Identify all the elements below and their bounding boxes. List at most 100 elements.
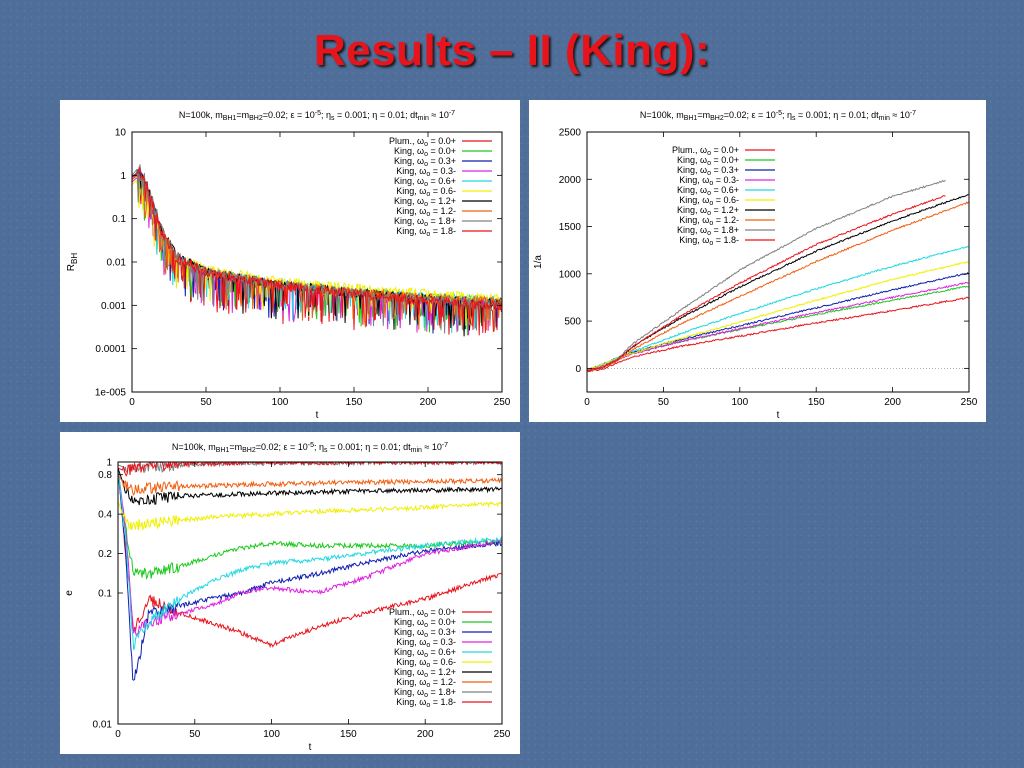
legend-label: King, ωo = 1.2+ <box>677 205 739 217</box>
legend-label-value: = 0.3+ <box>711 165 739 175</box>
legend-label-value: = 1.2- <box>430 677 456 687</box>
chart-title-sup: -5 <box>315 110 321 117</box>
y-tick-label: 0.4 <box>98 510 112 521</box>
legend-label-value: = 1.8- <box>713 235 739 245</box>
legend-label-sub: o <box>426 171 430 178</box>
legend-label-sub: o <box>424 181 428 188</box>
chart-title-sup: -7 <box>910 110 916 117</box>
legend-label: King, ωo = 1.2+ <box>394 667 456 679</box>
chart-title-part: =0.02; ε = 10 <box>256 442 308 452</box>
legend-label-sub: o <box>424 151 428 158</box>
chart-title-part: N=100k, m <box>640 110 684 120</box>
legend-label: King, ωo = 1.8+ <box>394 687 456 699</box>
series-line <box>587 201 969 371</box>
legend-label-sub: o <box>424 141 428 148</box>
legend-label: King, ωo = 1.8- <box>679 235 739 247</box>
legend-label-main: King, ω <box>394 617 424 627</box>
legend-label-main: King, ω <box>394 687 424 697</box>
legend-label-value: = 1.8+ <box>428 687 456 697</box>
legend-label-sub: o <box>426 211 430 218</box>
legend-label: King, ωo = 0.6+ <box>394 647 456 659</box>
x-tick-label: 0 <box>115 729 121 740</box>
chart-title: N=100k, mBH1=mBH2=0.02; ε = 10-5; ηs = 0… <box>179 110 455 122</box>
legend-label-main: Plum., ω <box>389 607 424 617</box>
x-axis-label: t <box>777 410 780 421</box>
legend-label-sub: o <box>426 231 430 238</box>
chart-title-sub: BH1 <box>216 447 230 454</box>
chart-title-part: =m <box>697 110 710 120</box>
y-tick-label: 0.001 <box>101 301 126 312</box>
legend-label-value: = 0.6+ <box>428 647 456 657</box>
chart-title-part: ; η <box>321 110 331 120</box>
slide-title: Results – II (King): <box>313 26 711 75</box>
chart-title-sub: BH1 <box>223 115 237 122</box>
y-tick-label: 0.8 <box>98 470 112 481</box>
y-axis-label: 1/a <box>533 255 544 269</box>
chart-panel-inva: N=100k, mBH1=mBH2=0.02; ε = 10-5; ηs = 0… <box>529 100 986 422</box>
legend-label: King, ωo = 0.6+ <box>394 176 456 188</box>
series-line <box>587 260 969 371</box>
legend-label: King, ωo = 1.8- <box>396 697 456 709</box>
chart-title-part: N=100k, m <box>179 110 223 120</box>
legend-label: King, ωo = 0.6+ <box>677 185 739 197</box>
chart-title-sup: -7 <box>442 442 448 449</box>
legend-label: King, ωo = 0.0+ <box>394 617 456 629</box>
legend-label-value: = 0.6- <box>430 657 456 667</box>
legend-label: King, ωo = 1.2- <box>396 677 456 689</box>
legend-label-main: King, ω <box>677 225 707 235</box>
legend-label-value: = 0.6- <box>430 186 456 196</box>
y-tick-label: 0.1 <box>98 589 112 600</box>
legend-label: King, ωo = 1.2+ <box>394 196 456 208</box>
legend-label-value: = 1.2- <box>713 215 739 225</box>
series-line <box>118 462 502 477</box>
x-tick-label: 50 <box>658 397 670 408</box>
chart-title-part: =m <box>229 442 242 452</box>
legend-label-main: King, ω <box>394 176 424 186</box>
series-line <box>118 501 502 532</box>
legend-label-value: = 0.0+ <box>428 607 456 617</box>
legend-label-main: King, ω <box>394 667 424 677</box>
legend-label-main: King, ω <box>677 155 707 165</box>
x-tick-label: 200 <box>884 397 901 408</box>
legend-label: King, ωo = 0.3- <box>679 175 739 187</box>
legend-label-main: King, ω <box>394 156 424 166</box>
legend-label-value: = 0.3+ <box>428 156 456 166</box>
chart-title: N=100k, mBH1=mBH2=0.02; ε = 10-5; ηs = 0… <box>172 442 448 454</box>
legend-label-sub: o <box>709 180 713 187</box>
x-tick-label: 200 <box>420 397 437 408</box>
y-axis-label-main: R <box>66 264 77 271</box>
y-tick-label: 10 <box>115 128 127 139</box>
series-line <box>587 296 969 373</box>
legend-label-main: King, ω <box>394 146 424 156</box>
legend-label-main: King, ω <box>396 166 426 176</box>
legend-label-main: King, ω <box>679 195 709 205</box>
series-line <box>587 285 969 371</box>
series-line <box>118 467 502 681</box>
series-line <box>587 195 946 372</box>
chart-title-sub: s <box>331 115 335 122</box>
legend-label-main: King, ω <box>679 235 709 245</box>
legend-label: King, ωo = 0.3+ <box>394 627 456 639</box>
legend-label-sub: o <box>424 622 428 629</box>
legend-label-main: King, ω <box>677 185 707 195</box>
legend-label: King, ωo = 1.8+ <box>394 216 456 228</box>
chart-title-part: = 0.001; η = 0.01; dt <box>328 442 412 452</box>
legend-label-sub: o <box>424 612 428 619</box>
y-axis-label-sub: BH <box>70 253 79 264</box>
legend-label-value: = 0.6+ <box>711 185 739 195</box>
chart-title-sub: min <box>879 115 890 122</box>
legend-label-value: = 1.2+ <box>428 196 456 206</box>
chart-title-sub: s <box>792 115 796 122</box>
series-line <box>118 467 502 506</box>
chart-title-part: =0.02; ε = 10 <box>724 110 776 120</box>
x-tick-label: 250 <box>494 729 511 740</box>
chart-panel-ecc: N=100k, mBH1=mBH2=0.02; ε = 10-5; ηs = 0… <box>60 432 520 754</box>
chart-title-sub: BH1 <box>684 115 698 122</box>
legend-label-main: King, ω <box>396 226 426 236</box>
legend-label: King, ωo = 0.3- <box>396 637 456 649</box>
legend-label-main: Plum., ω <box>389 136 424 146</box>
chart-title-part: ; η <box>314 442 324 452</box>
legend-label-main: Plum., ω <box>672 145 707 155</box>
legend-label-main: King, ω <box>396 697 426 707</box>
chart-title: N=100k, mBH1=mBH2=0.02; ε = 10-5; ηs = 0… <box>640 110 916 122</box>
